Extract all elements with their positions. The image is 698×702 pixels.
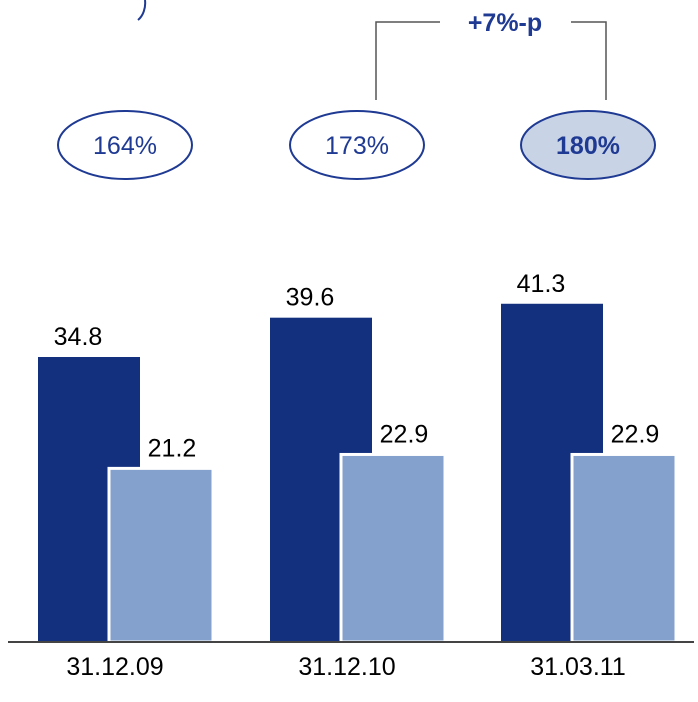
bracket-line-right bbox=[571, 21, 607, 100]
ratio-oval-0 bbox=[57, 110, 193, 180]
bar-series2-1 bbox=[339, 452, 447, 644]
bracket-line-left bbox=[375, 21, 440, 100]
change-bracket: +7%-p bbox=[375, 9, 607, 100]
ratio-label-0: 164% bbox=[93, 132, 157, 160]
change-annotation-label: +7%-p bbox=[468, 9, 542, 37]
bars: 34.8 21.2 39.6 22.9 41.3 22.9 bbox=[38, 270, 678, 644]
data-label-series2-1: 22.9 bbox=[380, 420, 429, 448]
cropped-title-fragment bbox=[137, 0, 147, 21]
bar-series2-2 bbox=[570, 452, 678, 644]
ratio-oval-1 bbox=[289, 110, 425, 180]
ratio-label-1: 173% bbox=[325, 132, 389, 160]
ratio-ovals: 164% 173% 180% bbox=[57, 110, 656, 180]
x-tick-label-0: 31.12.09 bbox=[66, 653, 163, 681]
ratio-label-2: 180% bbox=[556, 132, 620, 160]
x-tick-label-2: 31.03.11 bbox=[530, 653, 625, 681]
data-label-series2-0: 21.2 bbox=[148, 434, 197, 462]
data-label-series1-1: 39.6 bbox=[286, 284, 335, 312]
data-label-series1-2: 41.3 bbox=[517, 270, 566, 298]
ratio-oval-2 bbox=[520, 110, 656, 180]
data-label-series2-2: 22.9 bbox=[611, 420, 660, 448]
x-tick-labels: 31.12.09 31.12.10 31.03.11 bbox=[66, 653, 625, 681]
bar-series2-0 bbox=[107, 466, 215, 644]
x-tick-label-1: 31.12.10 bbox=[298, 653, 395, 681]
data-label-series1-0: 34.8 bbox=[54, 323, 103, 351]
